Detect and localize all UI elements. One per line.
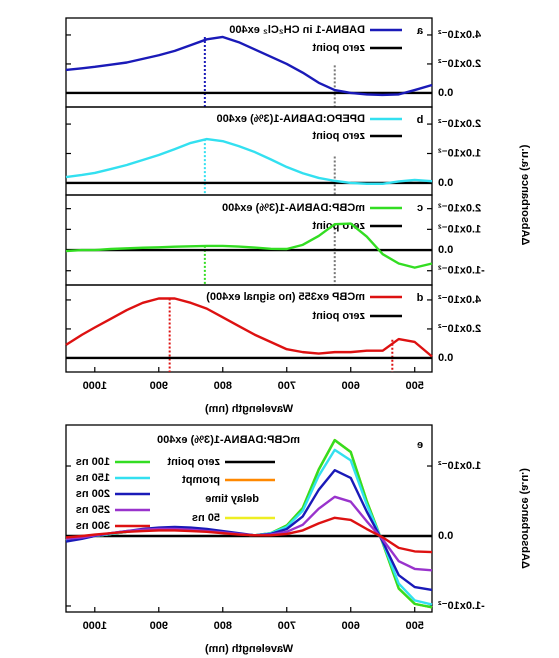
x-tick-label: 1000	[83, 380, 107, 392]
y-tick-label: 1.0x10⁻²	[438, 460, 481, 472]
legend-label: zero point	[312, 310, 365, 322]
panel-label: e	[417, 439, 423, 451]
x-tick-label: 500	[406, 380, 424, 392]
legend-label: zero point	[167, 456, 220, 468]
x-tick-label: 1000	[83, 620, 107, 632]
legend-label: mCBP:DABNA-1(3%) ex400	[222, 202, 365, 214]
legend-label: mCBP ex355 (no signal ex400)	[206, 291, 365, 303]
x-tick-label: 700	[278, 380, 296, 392]
x-tick-label: 600	[342, 620, 360, 632]
x-tick-label: 800	[214, 380, 232, 392]
y-axis-label: ΔAbsorbance (a.u.)	[519, 468, 531, 569]
y-tick-label: -1.0x10⁻²	[438, 265, 485, 277]
data-line	[65, 297, 433, 358]
legend-label: 300 ns	[76, 520, 110, 532]
panel-label: b	[416, 114, 423, 126]
y-axis-label: ΔAbsorbance (a.u.)	[519, 144, 531, 245]
x-tick-label: 900	[150, 620, 168, 632]
y-tick-label: 4.0x10⁻²	[438, 294, 481, 306]
y-tick-label: 0.0	[438, 244, 453, 256]
data-line	[65, 222, 433, 269]
legend-label: 100 ns	[76, 456, 110, 468]
legend-label: 250 ns	[76, 504, 110, 516]
x-tick-label: 800	[214, 620, 232, 632]
y-tick-label: 2.0x10⁻²	[438, 58, 481, 70]
y-tick-label: 1.0x10⁻²	[438, 223, 481, 235]
legend-label: zero point	[312, 42, 365, 54]
mirrored-figure: 0.0 2.0x10⁻² 4.0x10⁻² zero point DABNA-1 in …	[65, 17, 531, 655]
legend-label: 200 ns	[76, 488, 110, 500]
legend-label: zero point	[312, 130, 365, 142]
y-tick-label: 0.0	[438, 352, 453, 364]
panel-label: a	[416, 25, 423, 37]
legend-label: DPEPO:DABNA-1(3%) ex400	[216, 113, 365, 125]
data-line	[65, 35, 433, 97]
legend-label: prompt	[182, 474, 220, 486]
x-tick-label: 600	[342, 380, 360, 392]
y-tick-label: 2.0x10⁻²	[438, 203, 481, 215]
data-line	[65, 438, 433, 609]
data-line	[65, 137, 433, 186]
data-line	[65, 469, 433, 592]
y-tick-label: 0.0	[438, 177, 453, 189]
data-line	[65, 448, 433, 606]
panel-label: c	[417, 202, 423, 214]
x-tick-label: 700	[278, 620, 296, 632]
y-tick-label: 0.0	[438, 530, 453, 542]
data-line	[65, 438, 433, 609]
data-line	[65, 438, 433, 609]
legend-label: 50 ns	[192, 512, 220, 524]
y-tick-label: 2.0x10⁻²	[438, 323, 481, 335]
data-line	[65, 516, 433, 554]
y-tick-label: 2.0x10⁻²	[438, 118, 481, 130]
y-tick-label: 1.0x10⁻²	[438, 147, 481, 159]
legend-note: delay time	[205, 493, 259, 505]
plot-frame	[65, 424, 433, 613]
x-tick-label: 500	[406, 620, 424, 632]
legend-label: 150 ns	[76, 472, 110, 484]
panel-label: d	[417, 292, 424, 304]
legend-label: DABNA-1 in CH₂Cl₂ ex400	[229, 24, 365, 36]
y-tick-label: -1.0x10⁻²	[438, 600, 485, 612]
x-axis-label: Wavelength (nm)	[205, 403, 294, 415]
y-tick-label: 0.0	[438, 87, 453, 99]
x-axis-label: Wavelength (nm)	[205, 643, 294, 655]
y-tick-label: 4.0x10⁻²	[438, 29, 481, 41]
legend-title: mCBP:DABNA-1(3%) ex400	[157, 434, 300, 446]
x-tick-label: 900	[150, 380, 168, 392]
